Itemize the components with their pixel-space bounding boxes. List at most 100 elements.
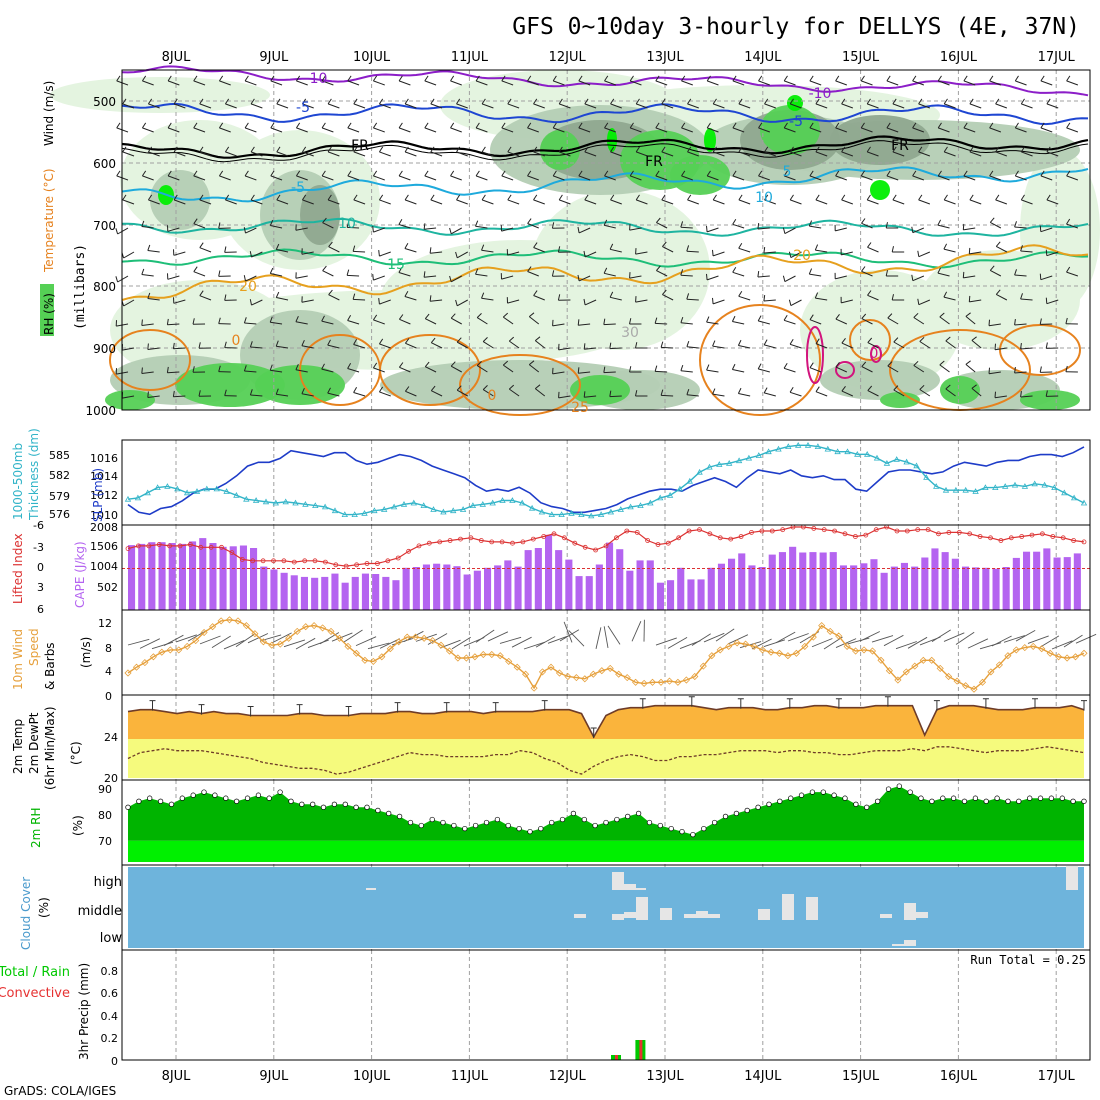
- wind-barb: [328, 294, 340, 301]
- date-label-top: 8JUL: [162, 50, 192, 65]
- wind-barb-flag: [378, 194, 384, 201]
- wind-barb: [713, 103, 725, 109]
- wind-barb: [1015, 175, 1027, 181]
- wind-barb: [912, 227, 925, 234]
- wind-barb-flag: [860, 170, 865, 177]
- cloud-bar: [880, 914, 892, 918]
- wind-barb-flag: [1014, 269, 1017, 276]
- cape-bar: [687, 579, 695, 610]
- wind-speed-point: [124, 669, 132, 677]
- wind-barb-flag: [1046, 98, 1051, 105]
- wind-barb-flag: [861, 266, 866, 272]
- wind-barb-flag: [450, 122, 455, 129]
- wind-barb-flag: [482, 337, 488, 342]
- wind-barb: [276, 151, 289, 157]
- wind-barb-flag: [1039, 366, 1042, 373]
- wind-barb-flag: [738, 242, 743, 249]
- lifted-index-point: [447, 538, 453, 543]
- wind-barb-flag: [430, 98, 435, 105]
- rh-point: [744, 807, 750, 814]
- lifted-index-tick: 3: [37, 581, 44, 594]
- surface-wind-barb: [295, 637, 316, 650]
- wind-barb: [841, 251, 853, 256]
- wind-barb-flag: [353, 98, 358, 105]
- wind-barb-flag: [763, 339, 768, 346]
- lifted-index-point: [167, 543, 173, 549]
- wind-barb: [584, 199, 597, 205]
- wind-barb-flag: [243, 317, 247, 324]
- cape-bar: [545, 534, 553, 610]
- wind-barb: [680, 274, 693, 277]
- wind-barb: [199, 151, 212, 157]
- lifted-index-point: [873, 527, 879, 533]
- wind-barb-flag: [534, 384, 541, 389]
- wind-speed-point: [835, 632, 843, 640]
- temp-minmax-bar: [737, 698, 744, 709]
- wind-barb: [635, 251, 648, 255]
- wind-barb-flag: [892, 194, 897, 201]
- wind-barb-flag: [218, 317, 221, 324]
- wind-barb-flag: [680, 316, 684, 323]
- lifted-index-tick: 0: [37, 561, 44, 574]
- wind-barb: [250, 394, 263, 397]
- wind-barb: [123, 299, 135, 307]
- surface-wind-barb: [739, 641, 762, 649]
- wind-speed-point: [852, 647, 860, 655]
- wind-barb-flag: [712, 297, 714, 304]
- wind-speed-point: [344, 642, 352, 650]
- wind-speed-point: [555, 669, 564, 677]
- thickness-point: [785, 443, 792, 449]
- date-label-bottom: 14JUL: [744, 1069, 782, 1084]
- contour-label: -5: [789, 114, 803, 130]
- wind-barb: [450, 127, 462, 133]
- wind-barb-flag: [732, 122, 737, 129]
- thickness-point: [647, 499, 654, 506]
- wind-barb-flag: [1066, 266, 1071, 273]
- wind-barb: [193, 271, 206, 277]
- wind-barb-flag: [609, 342, 612, 349]
- wind-barb: [732, 80, 745, 86]
- wind-barb-flag: [398, 75, 403, 82]
- wind-barb-flag: [943, 98, 948, 105]
- wind-speed-point: [1063, 654, 1071, 662]
- wind-barb-flag: [167, 122, 172, 129]
- lifted-index-point: [977, 534, 983, 539]
- wind-barb: [784, 175, 796, 181]
- wind-speed-point: [158, 648, 166, 656]
- thickness-tick: 585: [49, 449, 70, 462]
- surface-wind-barb: [763, 639, 786, 648]
- wind-barb-flag: [430, 337, 436, 344]
- slp-tick: 1010: [90, 509, 118, 522]
- precip-axis-label: 3hr Precip (mm): [77, 963, 91, 1060]
- lifted-index-point: [572, 540, 578, 546]
- wind-barb: [122, 347, 135, 351]
- wind-barb-flag: [867, 290, 872, 296]
- wind-barb: [424, 275, 437, 278]
- wind-barb-flag: [917, 298, 920, 305]
- wind-barb: [353, 392, 366, 397]
- wind-barb: [886, 175, 899, 181]
- surface-wind-barb: [475, 629, 495, 643]
- wind-barb: [713, 151, 725, 157]
- wind-barb-flag: [577, 319, 580, 326]
- contour-label: 0: [488, 388, 497, 404]
- fill-layer: [50, 70, 1100, 410]
- wind-barb: [1066, 80, 1079, 86]
- wind-barb: [558, 347, 571, 351]
- wind-barb: [507, 199, 520, 205]
- wind-barb-flag: [353, 387, 358, 393]
- lifted-index-point: [686, 528, 692, 534]
- wind-barb: [476, 365, 488, 373]
- wind-barb: [995, 151, 1008, 157]
- wind-barb: [809, 367, 822, 373]
- wind-barb-flag: [712, 388, 716, 395]
- wind-barb-flag: [995, 194, 1000, 201]
- wind-speed-point: [268, 641, 276, 649]
- wind-barb: [809, 319, 822, 325]
- wind-barb: [990, 269, 1002, 277]
- wind-barb: [635, 299, 648, 303]
- wind-barb-flag: [782, 227, 786, 234]
- wind-barb: [610, 103, 622, 109]
- cape-bar: [728, 558, 736, 610]
- wind-barb-flag: [893, 337, 899, 343]
